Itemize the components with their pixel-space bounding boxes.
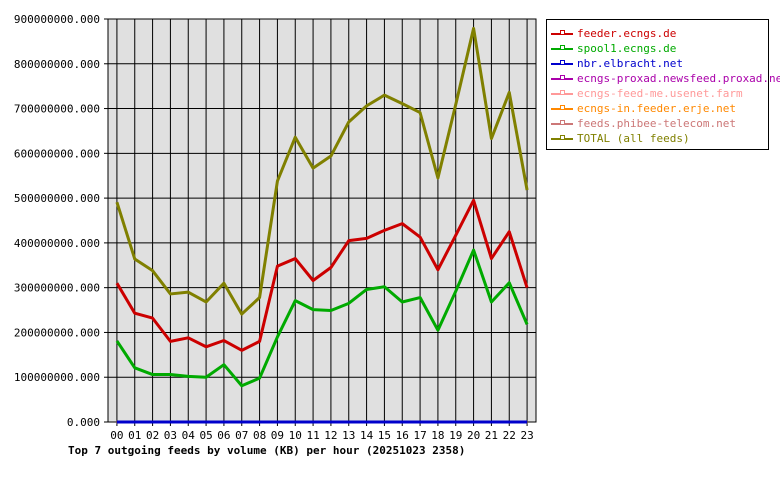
x-tick-label: 08 [253, 429, 266, 442]
x-tick-label: 16 [396, 429, 409, 442]
legend-label: ecngs-in.feeder.erje.net [577, 102, 736, 115]
x-tick-label: 02 [146, 429, 159, 442]
x-tick-label: 06 [217, 429, 230, 442]
legend-label: TOTAL (all feeds) [577, 132, 690, 145]
legend-marker [560, 105, 565, 110]
legend-label: spool1.ecngs.de [577, 42, 677, 55]
x-tick-label: 14 [360, 429, 374, 442]
legend-marker [560, 60, 565, 65]
y-tick-label: 200000000.000 [14, 326, 100, 339]
x-tick-label: 21 [485, 429, 498, 442]
x-tick-label: 23 [520, 429, 533, 442]
x-tick-label: 19 [449, 429, 462, 442]
x-tick-label: 15 [378, 429, 391, 442]
x-tick-label: 04 [182, 429, 196, 442]
x-tick-label: 12 [324, 429, 337, 442]
legend-label: feeds.phibee-telecom.net [577, 117, 736, 130]
legend-marker [560, 30, 565, 35]
y-tick-label: 600000000.000 [14, 147, 100, 160]
x-tick-label: 13 [342, 429, 355, 442]
y-tick-label: 900000000.000 [14, 13, 100, 26]
x-tick-label: 17 [413, 429, 426, 442]
x-tick-label: 07 [235, 429, 248, 442]
x-tick-label: 22 [503, 429, 516, 442]
legend-marker [560, 75, 565, 80]
series-line-1 [115, 248, 529, 388]
plot-background [108, 19, 536, 422]
legend-marker [560, 135, 565, 140]
x-tick-label: 20 [467, 429, 480, 442]
x-tick-label: 05 [199, 429, 212, 442]
plot-area: 00 01 02 03 04 05 06 07 08 09 10 11 12 13 14 15 16 17 18 19… [14, 13, 537, 442]
x-tick-label: 11 [306, 429, 319, 442]
y-tick-label: 800000000.000 [14, 58, 100, 71]
series-line-7 [115, 26, 529, 316]
x-tick-label: 03 [164, 429, 177, 442]
x-tick-label: 00 [110, 429, 123, 442]
series-line-0 [115, 198, 529, 352]
y-tick-label: 300000000.000 [14, 282, 100, 295]
legend-label: nbr.elbracht.net [577, 57, 683, 70]
y-tick-label: 400000000.000 [14, 237, 100, 250]
legend-label: feeder.ecngs.de [577, 27, 677, 40]
x-tick-label: 18 [431, 429, 444, 442]
legend-label: ecngs-proxad.newsfeed.proxad.net [577, 72, 780, 85]
legend-label: ecngs-feed-me.usenet.farm [577, 87, 743, 100]
y-tick-label: 500000000.000 [14, 192, 100, 205]
y-tick-label: 100000000.000 [14, 371, 100, 384]
chart-legend: feeder.ecngs.de spool1.ecngs.de nbr.elbrac… [546, 19, 780, 150]
chart-title: Top 7 outgoing feeds by volume (KB) per … [68, 444, 466, 457]
y-tick-label: 700000000.000 [14, 103, 100, 116]
y-tick-label: 0.000 [67, 416, 100, 429]
x-tick-label: 01 [128, 429, 141, 442]
x-tick-label: 09 [271, 429, 284, 442]
legend-marker [560, 120, 565, 125]
x-tick-label: 10 [289, 429, 302, 442]
legend-marker [560, 45, 565, 50]
legend-marker [560, 90, 565, 95]
